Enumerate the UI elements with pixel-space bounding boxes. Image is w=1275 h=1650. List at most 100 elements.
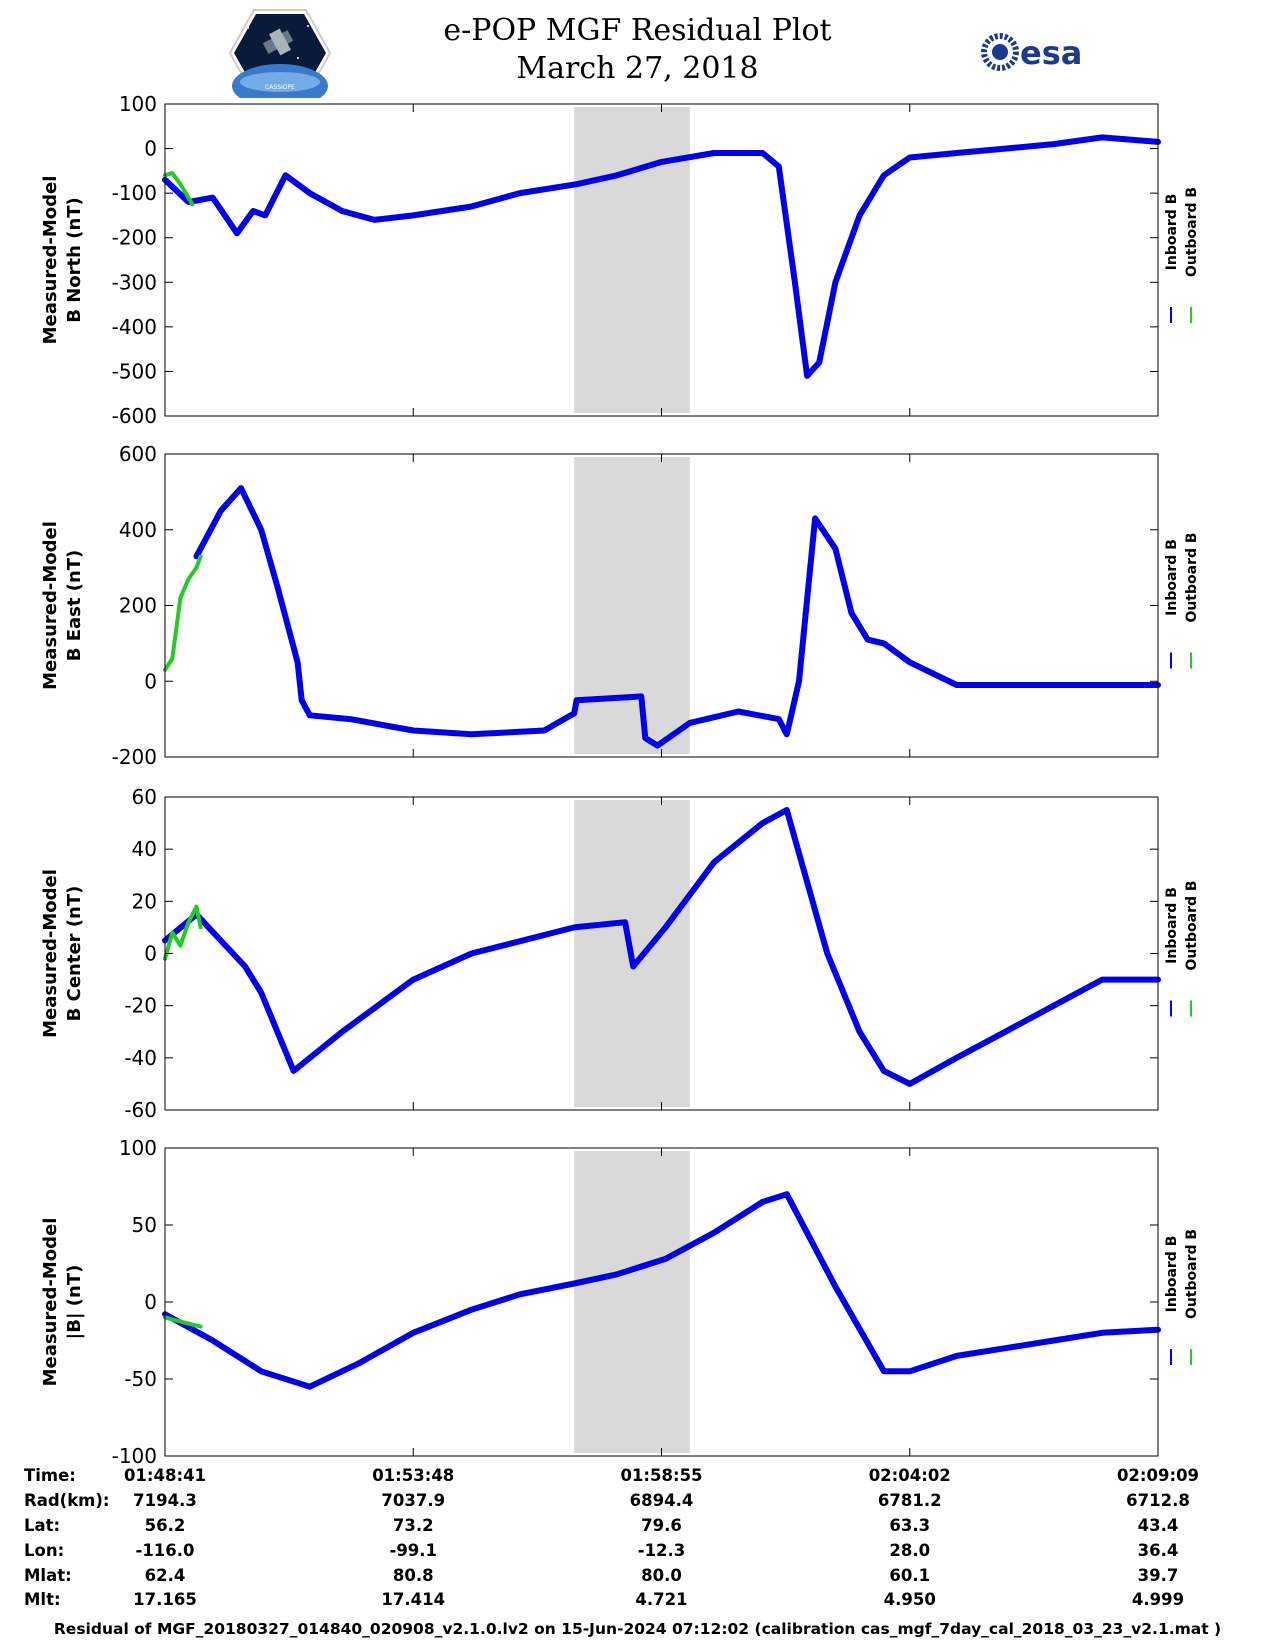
ephemeris-value: 6781.2	[878, 1491, 942, 1510]
ephemeris-value: 4.721	[635, 1590, 687, 1609]
legend-label-outboard: Outboard B	[1184, 187, 1200, 277]
plot-title: e-POP MGF Residual Plot	[443, 13, 832, 48]
legend-label-outboard: Outboard B	[1184, 1229, 1200, 1319]
y-axis-label-line: Measured-Model	[40, 1218, 61, 1387]
ephemeris-value: 79.6	[641, 1516, 682, 1535]
series-line-inboard	[193, 485, 1161, 749]
legend-label-outboard: Outboard B	[1184, 880, 1200, 970]
esa-logo-text: esa	[1020, 34, 1082, 72]
ephemeris-value: 4.999	[1132, 1590, 1184, 1609]
ephemeris-value: 02:04:02	[869, 1466, 951, 1485]
legend-label-inboard: Inboard B	[1164, 194, 1180, 271]
ephemeris-row-label: Mlt:	[24, 1590, 61, 1609]
panel-2	[163, 453, 1161, 758]
y-tick-label: -40	[124, 1046, 157, 1070]
ephemeris-value: 17.414	[381, 1590, 445, 1609]
ephemeris-value: 01:48:41	[124, 1466, 206, 1485]
calibration-shade	[574, 457, 690, 754]
ephemeris-value: 6894.4	[630, 1491, 694, 1510]
ephemeris-row-label: Rad(km):	[24, 1491, 110, 1510]
y-tick-label: 20	[132, 889, 157, 913]
series-line-outboard	[163, 554, 203, 672]
ephemeris-value: 01:53:48	[372, 1466, 454, 1485]
ephemeris-value: 56.2	[145, 1516, 186, 1535]
legend-label-inboard: Inboard B	[1164, 887, 1180, 964]
y-tick-label: -200	[112, 745, 157, 769]
calibration-shade	[574, 107, 690, 413]
ephemeris-value: 02:09:09	[1117, 1466, 1199, 1485]
y-tick-label: 0	[144, 137, 157, 161]
y-tick-label: 100	[119, 1136, 157, 1160]
ephemeris-value: 6712.8	[1126, 1491, 1190, 1510]
y-tick-label: 600	[119, 442, 157, 466]
series-line-outboard	[163, 1315, 203, 1329]
y-tick-label: 0	[144, 669, 157, 693]
y-axis-label: Measured-Model B East (nT)	[40, 521, 85, 690]
ephemeris-row-label: Lon:	[24, 1541, 64, 1560]
y-axis-label-line: B Center (nT)	[64, 886, 85, 1022]
y-tick-label: 40	[132, 837, 157, 861]
ephemeris-value: 7194.3	[133, 1491, 197, 1510]
ephemeris-value: 80.0	[641, 1566, 682, 1585]
ephemeris-value: 63.3	[889, 1516, 930, 1535]
ephemeris-value: 01:58:55	[620, 1466, 702, 1485]
y-axis-label: Measured-Model B Center (nT)	[40, 869, 85, 1038]
ephemeris-row-label: Mlat:	[24, 1566, 72, 1585]
ephemeris-value: 4.950	[884, 1590, 936, 1609]
ephemeris-row-label: Time:	[24, 1466, 76, 1485]
y-tick-label: -60	[124, 1098, 157, 1122]
ephemeris-value: 36.4	[1138, 1541, 1179, 1560]
plot-date: March 27, 2018	[516, 51, 759, 86]
series-line-inboard	[162, 134, 1161, 379]
y-axis-label-line: B North (nT)	[64, 197, 85, 323]
y-tick-label: 100	[119, 92, 157, 116]
y-axis-label-line: Measured-Model	[40, 176, 61, 345]
title-block: e-POP MGF Residual Plot March 27, 2018	[0, 12, 1275, 88]
calibration-shade	[574, 1151, 690, 1453]
y-tick-label: 60	[132, 785, 157, 809]
y-axis-label-line: |B| (nT)	[64, 1265, 85, 1340]
ephemeris-value: 28.0	[889, 1541, 930, 1560]
y-tick-label: -500	[112, 359, 157, 383]
ephemeris-row-label: Lat:	[24, 1516, 60, 1535]
footer-caption: Residual of MGF_20180327_014840_020908_v…	[53, 1620, 1222, 1638]
ephemeris-value: 73.2	[393, 1516, 434, 1535]
legend-label-inboard: Inboard B	[1164, 539, 1180, 616]
panel-3	[162, 796, 1161, 1111]
y-tick-label: 200	[119, 594, 157, 618]
series-line-inboard	[162, 807, 1161, 1087]
ephemeris-value: 17.165	[133, 1590, 197, 1609]
y-tick-label: -50	[124, 1367, 157, 1391]
y-tick-label: 0	[144, 942, 157, 966]
series-line-inboard	[162, 1191, 1161, 1390]
y-axis-label-line: B East (nT)	[64, 550, 85, 662]
ephemeris-value: 39.7	[1138, 1566, 1179, 1585]
y-tick-label: -600	[112, 404, 157, 428]
y-tick-label: 0	[144, 1290, 157, 1314]
y-tick-label: -20	[124, 994, 157, 1018]
y-tick-label: -100	[112, 1444, 157, 1468]
ephemeris-value: -99.1	[389, 1541, 437, 1560]
panel-4	[162, 1147, 1161, 1457]
y-axis-label: Measured-Model |B| (nT)	[40, 1218, 85, 1387]
y-tick-label: -300	[112, 270, 157, 294]
ephemeris-value: -12.3	[638, 1541, 686, 1560]
cassiope-logo-text: CASSIOPE	[265, 84, 295, 91]
ephemeris-value: 62.4	[145, 1566, 186, 1585]
y-tick-label: 50	[132, 1213, 157, 1237]
y-tick-label: 400	[119, 518, 157, 542]
y-axis-label-line: Measured-Model	[40, 869, 61, 1038]
legend-label-inboard: Inboard B	[1164, 1236, 1180, 1313]
panel-1	[162, 103, 1161, 417]
y-tick-label: -100	[112, 181, 157, 205]
y-tick-label: -400	[112, 315, 157, 339]
y-tick-label: -200	[112, 226, 157, 250]
cassiope-logo-icon: CASSIOPE	[228, 9, 332, 98]
series-line-outboard	[163, 171, 195, 207]
ephemeris-value: 80.8	[393, 1566, 434, 1585]
ephemeris-value: 7037.9	[381, 1491, 445, 1510]
legend-label-outboard: Outboard B	[1184, 532, 1200, 622]
esa-logo-icon: esa	[981, 33, 1082, 72]
y-axis-label: Measured-Model B North (nT)	[40, 176, 85, 345]
